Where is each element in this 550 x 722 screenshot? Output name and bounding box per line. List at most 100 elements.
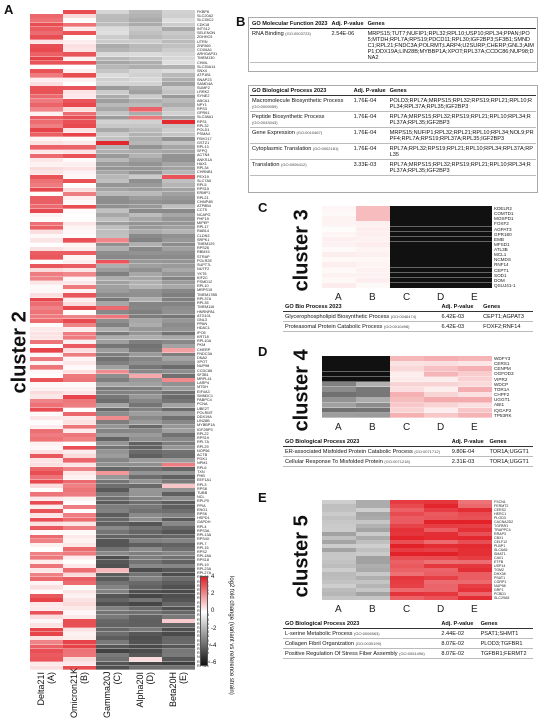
cluster5-gene-label: FSCN1: [494, 500, 506, 504]
cluster2-gene-label: CCT5: [197, 208, 207, 213]
cluster5-gene-label: PLOD3: [494, 516, 506, 520]
cluster3-title: cluster 3: [290, 209, 313, 292]
legend-colorbar: [200, 576, 208, 666]
cluster5-go-header: Adj. P-value: [439, 620, 479, 629]
cluster2-gene-label: RPL15: [197, 545, 209, 550]
cluster5-gene-label: CELF12: [494, 540, 508, 544]
cluster2-gene-label: SLC39A14: [197, 64, 216, 69]
cluster2-gene-label: DDX19A: [197, 415, 212, 419]
cluster2-gene-label: RPL6: [197, 465, 207, 470]
cluster2-gene-label: RPL10A: [197, 339, 212, 344]
cluster5-go-row: Collagen Fibril Organization (GO:0030199…: [283, 638, 533, 649]
cluster2-gene-label: RPS3: [197, 107, 207, 112]
cluster5-title: cluster 5: [290, 515, 313, 598]
cluster2-gene-label: LARP4: [197, 381, 210, 386]
cluster2-gene-label: RPL27A: [197, 571, 212, 576]
cluster2-gene-label: CLDN3: [197, 233, 210, 238]
cluster3-go-pvalue: 6.42E-03: [439, 311, 482, 322]
cluster2-gene-label: DNA2: [197, 355, 208, 360]
go-bp-genes: POLD3;RPL7A;MRPS15;RPL32;RPS19;RPL21;RPL…: [387, 95, 536, 112]
cluster2-gene-label: NUTF2: [197, 267, 210, 272]
cluster2-gene-label: PPAN: [197, 322, 208, 327]
cluster4-x-label: A: [335, 422, 342, 433]
column-label-beta20h: Beta20H: [167, 672, 178, 708]
cluster2-gene-label: CHERP: [197, 347, 211, 352]
cluster2-gene-label: RPL4: [197, 524, 207, 529]
cluster5-gene-label: CBX1: [494, 536, 504, 540]
cluster5-gene-label: NUP98: [494, 584, 506, 588]
go-bp-term: Macromolecule Biosynthetic Process (GO:0…: [250, 95, 352, 112]
cluster3-cell: [424, 282, 459, 288]
cluster2-gene-label: TMEM178B: [197, 292, 218, 297]
go-bp-pvalue: 1.76E-04: [351, 143, 388, 160]
cluster3-go-term: Proteasomal Protein Catabolic Process (G…: [283, 321, 440, 332]
cluster5-go-term: Collagen Fibril Organization (GO:0030199…: [283, 638, 440, 649]
go-bp-genes: MRPS15;NUFIP1;RPL32;RPL21;RPL10;RPL34;NO…: [387, 127, 536, 144]
cluster3-cell: [356, 282, 391, 288]
cluster2-gene-label: SELENON: [197, 31, 216, 36]
cluster2-gene-label: COX6A1: [197, 47, 212, 52]
cluster2-gene-label: KRT18: [197, 334, 209, 339]
go-bp-term: Cytoplasmic Translation (GO:0002181): [250, 143, 352, 160]
cluster2-gene-label: FBXO17: [197, 136, 212, 141]
cluster4-gene-label: VIPR2: [494, 376, 508, 382]
cluster2-gene-label: SUMF2: [197, 85, 210, 90]
column-letter-delta21i: (A): [45, 672, 56, 684]
cluster2-heatmap: [30, 10, 195, 670]
cluster2-gene-label: RPS3A: [197, 528, 210, 533]
cluster4-x-label: C: [403, 422, 411, 433]
cluster5-go-term: Positive Regulation Of Stress Fiber Asse…: [283, 648, 440, 659]
cluster3-gene-label: ATL3B: [494, 247, 508, 252]
panel-letter-b: B: [236, 14, 246, 29]
cluster2-gene-label: RPS15: [197, 187, 210, 192]
column-letter-beta20h: (E): [177, 672, 188, 684]
panel-b-mf-box: [248, 17, 538, 72]
cluster2-gene-label: IPO5: [197, 330, 206, 335]
go-bp-genes: RPL7A;MRPS15;RPL32;RPS19;RPL21;RPL10;RPL…: [387, 111, 536, 128]
cluster2-gene-label: RPL34: [197, 166, 209, 171]
go-mf-term: RNA Binding (GO:0003723): [250, 28, 330, 63]
panel-letter-d: D: [258, 344, 268, 359]
cluster3-gene-label: MFSD1: [494, 241, 510, 247]
cluster3-gene-label: MOSPD1: [494, 216, 514, 222]
cluster2-gene-label: NPY1: [197, 102, 207, 107]
cluster2-gene-label: SNAP23: [197, 77, 212, 82]
cluster2-gene-label: RPS26: [197, 246, 210, 251]
cluster5-x-label: E: [471, 604, 478, 615]
cluster4-x-label: D: [437, 422, 445, 433]
cluster5-go-pvalue: 2.44E-02: [439, 628, 479, 639]
cluster2-gene-label: TMEM116: [197, 305, 215, 310]
cluster2-gene-label: UTRN: [197, 39, 208, 44]
cluster2-gene-label: PGK1: [197, 457, 208, 462]
go-bp-genes: RPL7A;RPL32;RPS19;RPL21;RPL10;RPL34;RPL3…: [387, 143, 536, 160]
cluster4-go-term: ER-associated Misfolded Protein Cataboli…: [283, 446, 450, 457]
cluster4-go-genes: TOR1A;UGGT1: [487, 456, 533, 467]
cluster4-title: cluster 4: [290, 349, 313, 432]
cluster2-gene-label: IGF2BP3: [197, 427, 213, 432]
cluster4-gene-label: TP53RK: [494, 412, 512, 418]
cluster2-gene-label: CCDC86: [197, 368, 213, 373]
panel-letter-e: E: [258, 490, 267, 505]
cluster2-gene-label: TMEM130: [197, 56, 215, 61]
cluster5-gene-label: CACNA2D2: [494, 520, 514, 524]
cluster5-go-row: Positive Regulation Of Stress Fiber Asse…: [283, 648, 533, 659]
cluster2-gene-label: SAMD4A: [197, 81, 213, 86]
cluster5-go-term: L-serine Metabolic Process (GO:0006563): [283, 628, 440, 639]
cluster4-gene-label: UGGT1: [494, 397, 510, 403]
cluster2-cell: [129, 665, 163, 670]
cluster4-gene-label: ABI1: [494, 402, 505, 408]
cluster2-gene-label: RPS19: [197, 436, 210, 441]
cluster2-gene-label: TUBB: [197, 490, 208, 495]
cluster4-cell: [424, 412, 459, 418]
cluster4-go-header: Genes: [487, 438, 533, 447]
cluster5-gene-label: ETFB: [494, 560, 504, 564]
color-legend: 4 2 0 -2 -4 -6 log2 fold change (variant vs r…: [200, 574, 240, 695]
cluster3-gene-label: DOM: [494, 277, 505, 283]
cluster2-gene-label: GNL3: [197, 317, 207, 322]
cluster2-gene-label: SFPQ: [197, 149, 208, 154]
cluster3-gene-label: GPR180: [494, 231, 512, 237]
cluster2-gene-label: RPL7A: [197, 440, 210, 445]
cluster5-gene-label: SLC6A5: [494, 548, 508, 552]
go-bp-header: Genes: [387, 87, 536, 96]
cluster3-x-label: E: [471, 292, 478, 303]
